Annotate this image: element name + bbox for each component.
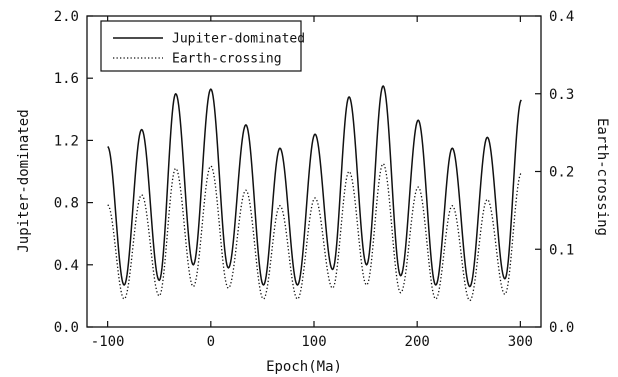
x-tick-label: 300 xyxy=(508,334,533,350)
legend-label-jupiter-dominated: Jupiter-dominated xyxy=(172,32,305,47)
y-right-tick-label: 0.3 xyxy=(549,87,574,103)
y-left-tick-label: 2.0 xyxy=(54,9,79,25)
y-left-tick-label: 1.6 xyxy=(54,71,79,87)
legend: Jupiter-dominated Earth-crossing xyxy=(100,20,305,72)
series-line-jupiter-dominated xyxy=(107,85,522,288)
x-tick-label: 0 xyxy=(207,334,215,350)
series-lines xyxy=(107,85,522,302)
y-left-tick-label: 1.2 xyxy=(54,133,79,149)
legend-box xyxy=(100,20,302,72)
y-right-tick-label: 0.2 xyxy=(549,165,574,181)
x-tick-label: 100 xyxy=(301,334,326,350)
y-right-tick-label: 0.4 xyxy=(549,9,574,25)
legend-label-earth-crossing: Earth-crossing xyxy=(172,52,282,67)
y-right-tick-label: 0.0 xyxy=(549,320,574,336)
series-line-earth-crossing xyxy=(107,163,522,302)
y-left-tick-label: 0.0 xyxy=(54,320,79,336)
y-left-tick-label: 0.8 xyxy=(54,196,79,212)
y-right-tick-label: 0.1 xyxy=(549,242,574,258)
x-tick-label: 200 xyxy=(405,334,430,350)
y-right-axis-label: Earth-crossing xyxy=(594,118,610,236)
y-left-tick-label: 0.4 xyxy=(54,258,79,274)
x-tick-label: -100 xyxy=(91,334,125,350)
axis-ticks: -100 0 100 200 300 0.0 0.4 0.8 1.2 1.6 2.0 0.0 0.1 0.… xyxy=(54,9,575,350)
y-left-axis-label: Jupiter-dominated xyxy=(16,109,32,252)
x-axis-label: Epoch(Ma) xyxy=(266,359,342,375)
